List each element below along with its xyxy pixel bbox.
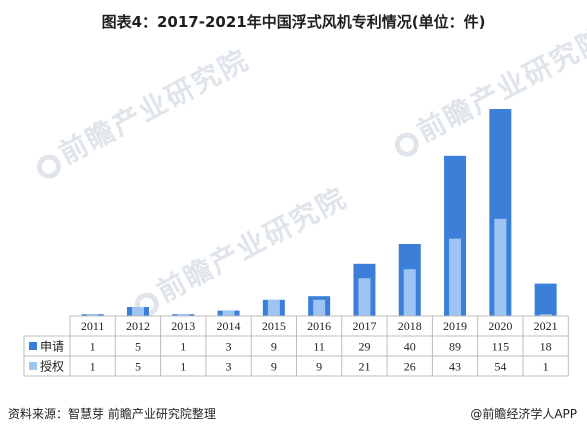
bars-layer	[81, 109, 557, 316]
bar-granted-2014	[222, 310, 235, 316]
bar-granted-2016	[313, 299, 326, 316]
bar-applied-2021	[534, 283, 557, 316]
x-tick-label: 2017	[352, 319, 376, 333]
data-label: 54	[494, 360, 506, 374]
data-label: 3	[226, 340, 232, 354]
chart-title: 图表4：2017-2021年中国浮式风机专利情况(单位：件)	[101, 13, 486, 31]
bar-granted-2019	[449, 238, 462, 316]
data-label: 5	[135, 360, 141, 374]
bar-granted-2015	[267, 299, 280, 316]
data-label: 1	[180, 360, 186, 374]
data-label: 40	[404, 340, 416, 354]
data-label: 21	[358, 360, 370, 374]
x-tick-label: 2020	[488, 319, 512, 333]
data-label: 9	[271, 360, 277, 374]
data-label: 115	[492, 340, 510, 354]
bar-granted-2018	[403, 269, 416, 316]
data-label: 9	[316, 360, 322, 374]
bar-granted-2013	[177, 314, 190, 316]
data-label: 3	[226, 360, 232, 374]
data-label: 43	[449, 360, 461, 374]
x-tick-label: 2012	[126, 319, 150, 333]
data-label: 5	[135, 340, 141, 354]
data-label: 18	[540, 340, 552, 354]
x-tick-label: 2014	[217, 319, 241, 333]
data-label: 11	[313, 340, 325, 354]
data-table: 2011 2012 2013 2014 2015 2016 2017 2018 2019 2020…	[23, 315, 569, 377]
x-tick-label: 2019	[443, 319, 467, 333]
x-tick-label: 2011	[81, 319, 105, 333]
data-label: 29	[358, 340, 370, 354]
legend-swatch-applied	[29, 342, 37, 350]
bar-granted-2011	[86, 314, 99, 316]
data-label: 89	[449, 340, 461, 354]
data-label: 1	[90, 340, 96, 354]
x-tick-label: 2021	[534, 319, 558, 333]
data-label: 1	[543, 360, 549, 374]
bar-granted-2017	[358, 278, 371, 316]
data-label: 1	[180, 340, 186, 354]
x-tick-label: 2013	[171, 319, 195, 333]
legend-label: 授权	[40, 359, 64, 374]
data-label: 1	[90, 360, 96, 374]
x-tick-label: 2016	[307, 319, 331, 333]
legend-label: 申请	[40, 340, 64, 354]
x-tick-label: 2018	[398, 319, 422, 333]
bar-granted-2012	[131, 307, 144, 316]
legend-swatch-granted	[29, 362, 37, 370]
data-label: 9	[271, 340, 277, 354]
data-label: 26	[404, 360, 416, 374]
source-note: 资料来源：智慧芽 前瞻产业研究院整理	[8, 407, 216, 421]
credit-note: @前瞻经济学人APP	[470, 407, 577, 421]
bar-granted-2021	[539, 314, 552, 316]
bar-granted-2020	[494, 218, 507, 316]
x-tick-label: 2015	[262, 319, 286, 333]
